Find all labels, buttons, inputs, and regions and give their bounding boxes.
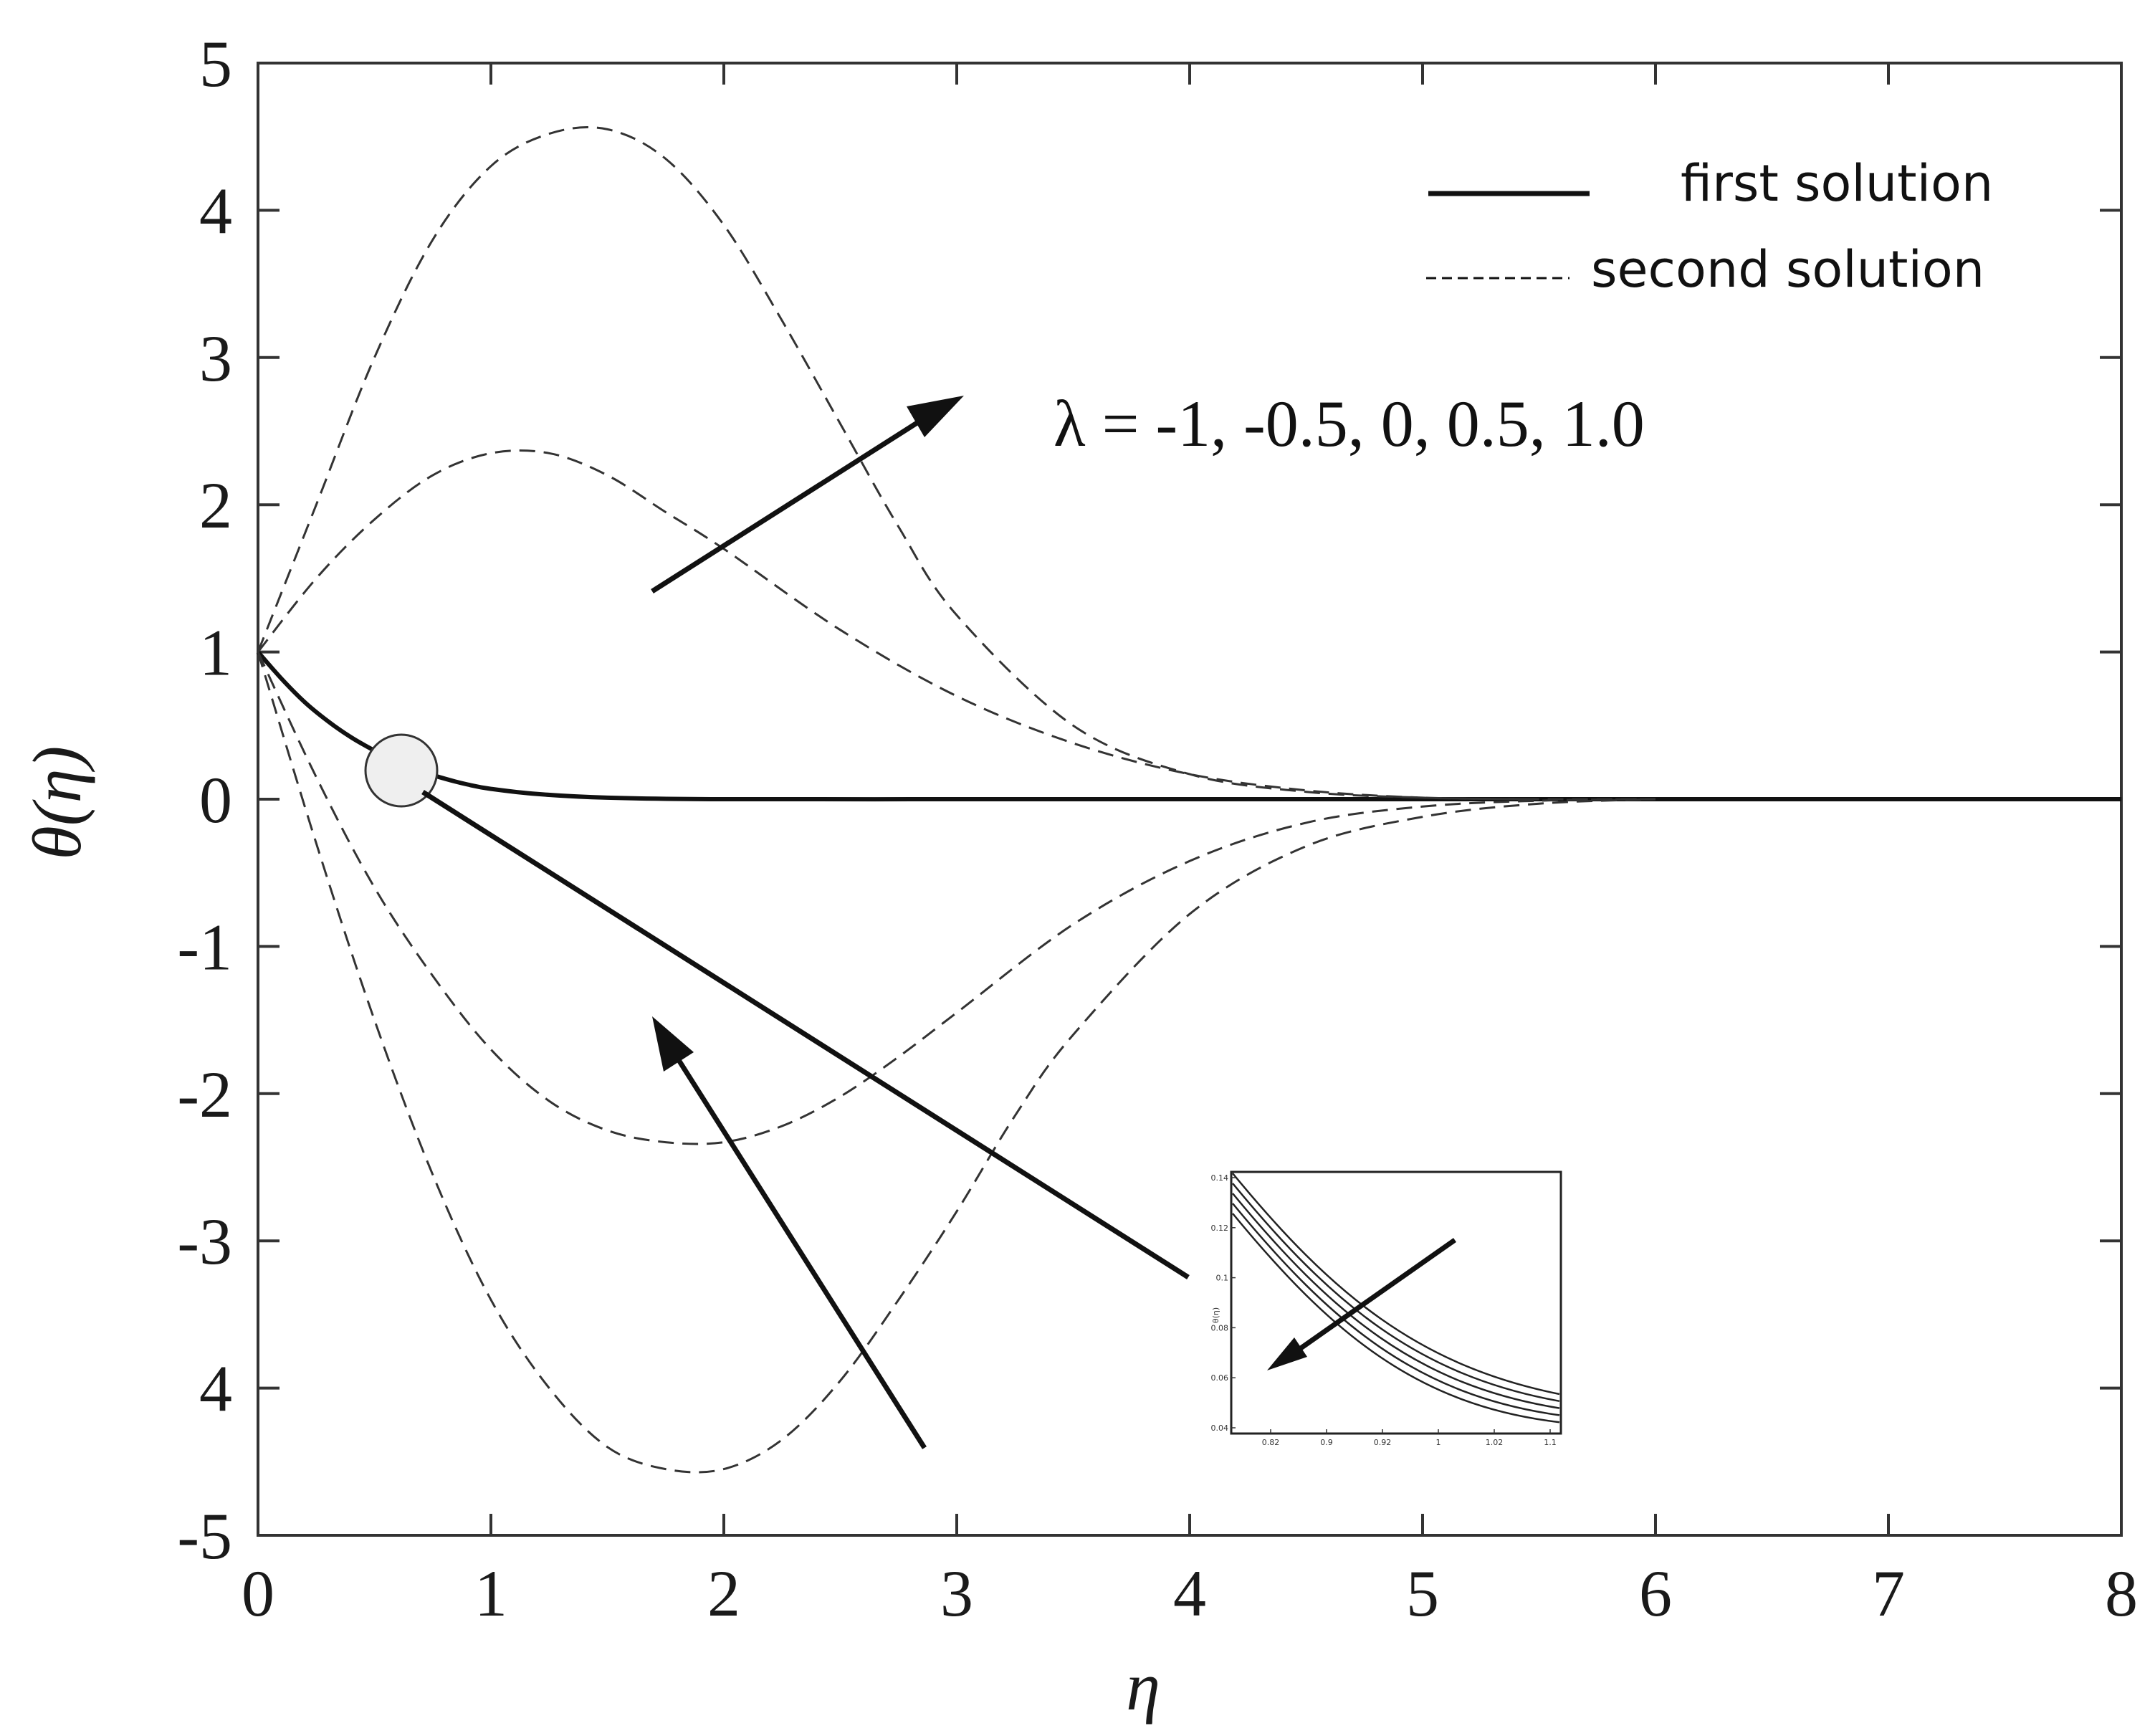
x-tick-label: 5 [1406,1557,1439,1630]
x-tick-label: 7 [1872,1557,1905,1630]
x-tick-label: 3 [940,1557,973,1630]
inset-y-tick-label: 0.14 [1211,1173,1229,1183]
lower-arrow [668,1045,927,1449]
x-tick-label: 1 [474,1557,507,1630]
inset-x-tick-label: 0.82 [1262,1438,1280,1447]
inset-plot: 0.82 0.9 0.92 1 1.02 1.1 0.14 0.12 0.1 0.08 0.06 0.… [1211,1170,1562,1447]
lower-arrow-head [652,1016,694,1072]
inset-content: 0.82 0.9 0.92 1 1.02 1.1 0.14 0.12 0.1 0.08 0.06 0.… [1211,1173,1560,1447]
inset-x-tick-label: 1.1 [1544,1438,1557,1447]
second-solution-curve-4 [257,652,1656,1474]
annotation-arrows [421,396,1190,1449]
x-axis-label: η [1126,1648,1160,1725]
second-solution-curve-3 [257,651,1656,1145]
y-tick-label: 2 [199,469,232,542]
inset-x-tick-label: 1.02 [1486,1438,1504,1447]
legend-label-second: second solution [1591,240,1984,299]
y-tick-label: 4 [199,1353,232,1426]
inset-y-tick-label: 0.06 [1211,1373,1229,1383]
second-solution-curve-1 [257,126,1656,801]
inset-arrow [1284,1238,1457,1360]
inset-y-tick-label: 0.1 [1216,1274,1229,1283]
y-tick-label: 5 [199,27,232,100]
y-tick-label: 3 [199,322,232,395]
y-tick-label: -2 [177,1058,232,1131]
y-tick-label: 1 [199,616,232,690]
y-tick-label: 4 [199,174,232,247]
inset-leader-line [421,790,1190,1279]
inset-curve [1232,1183,1560,1403]
inset-curve [1232,1203,1560,1416]
inset-x-tick-label: 1 [1436,1438,1441,1447]
inset-ylabel: θ(η) [1211,1307,1220,1323]
inset-curve [1232,1213,1560,1423]
inset-frame [1230,1170,1562,1435]
x-tick-label: 4 [1173,1557,1206,1630]
inset-y-tick-label: 0.12 [1211,1224,1229,1233]
upper-arrow [651,411,933,593]
x-tick-label: 0 [242,1557,274,1630]
second-solution-curve-2 [257,449,1539,801]
y-tick-label: -5 [177,1499,232,1573]
inset-curve [1232,1173,1560,1396]
legend: first solution second solution [1426,154,1993,299]
curves [256,126,2121,1474]
x-tick-label: 8 [2105,1557,2138,1630]
y-tick-label: 0 [199,763,232,836]
lambda-annotation: λ = -1, -0.5, 0, 0.5, 1.0 [1054,387,1645,460]
y-tick-label: -3 [177,1205,232,1278]
inset-x-tick-label: 0.92 [1374,1438,1392,1447]
inset-y-tick-label: 0.04 [1211,1423,1229,1433]
x-tick-label: 6 [1639,1557,1672,1630]
legend-label-first: first solution [1681,154,1993,213]
inset-arrow-head [1267,1337,1307,1370]
y-tick-label: -1 [177,910,232,983]
inset-curve [1232,1193,1560,1409]
zoom-region-circle [364,733,439,808]
axis-ticks: 0 1 2 3 4 5 6 7 8 5 4 3 2 1 0 -1 -2 -3 4 -5 [177,27,2138,1630]
inset-y-tick-label: 0.08 [1211,1323,1229,1332]
y-axis-label: θ(η) [19,746,95,860]
upper-arrow-head [907,396,964,437]
x-tick-label: 2 [707,1557,740,1630]
first-solution-curve [256,650,2121,802]
inset-x-tick-label: 0.9 [1320,1438,1333,1447]
